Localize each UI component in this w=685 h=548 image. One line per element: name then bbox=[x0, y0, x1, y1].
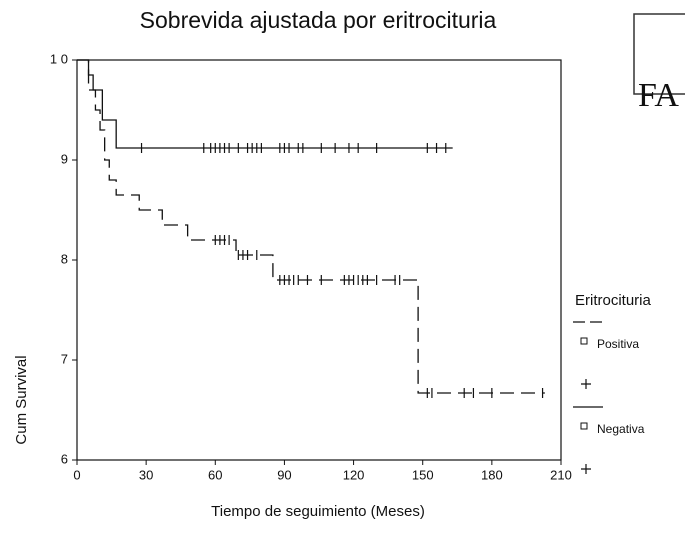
legend-label: Negativa bbox=[597, 422, 645, 436]
plot-frame bbox=[76, 59, 562, 461]
legend-label: Positiva bbox=[597, 337, 639, 351]
x-tick-label: 60 bbox=[208, 467, 222, 482]
x-tick-label: 210 bbox=[550, 467, 572, 482]
x-tick-label: 30 bbox=[139, 467, 153, 482]
legend-symbol bbox=[580, 422, 588, 430]
x-tick-label: 150 bbox=[412, 467, 434, 482]
legend-censor bbox=[581, 464, 591, 474]
survival-curve bbox=[77, 59, 545, 394]
stamp-box bbox=[633, 13, 685, 95]
y-tick-label: 8 bbox=[61, 251, 68, 266]
y-tick-label: 1 0 bbox=[50, 51, 68, 66]
y-axis-label: Cum Survival bbox=[13, 355, 30, 444]
survival-curve bbox=[77, 59, 453, 149]
x-tick-label: 0 bbox=[73, 467, 80, 482]
legend-symbol bbox=[580, 337, 588, 345]
legend-title: Eritrocituria bbox=[575, 292, 652, 309]
stamp-text: FA bbox=[638, 77, 679, 114]
x-tick-label: 120 bbox=[343, 467, 365, 482]
x-tick-label: 180 bbox=[481, 467, 503, 482]
x-tick-label: 90 bbox=[277, 467, 291, 482]
y-tick-label: 7 bbox=[61, 351, 68, 366]
x-axis-label: Tiempo de seguimiento (Meses) bbox=[211, 503, 425, 520]
chart-title: Sobrevida ajustada por eritrocituria bbox=[140, 7, 497, 33]
y-tick-label: 6 bbox=[61, 451, 68, 466]
y-tick-label: 9 bbox=[61, 151, 68, 166]
legend-censor bbox=[581, 379, 591, 389]
